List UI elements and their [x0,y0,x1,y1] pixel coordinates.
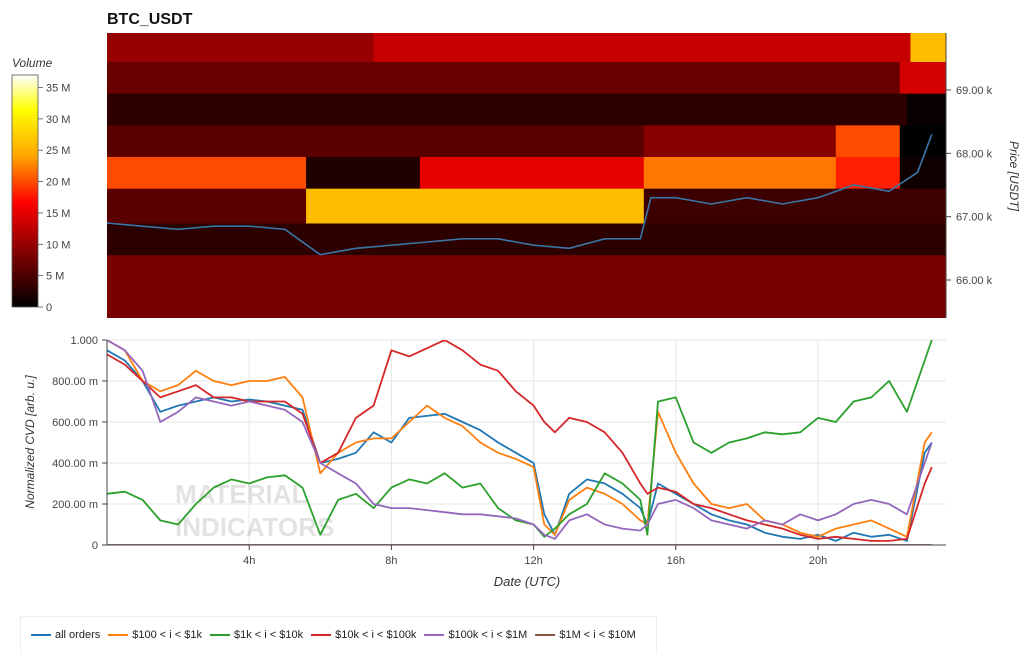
colorbar-tick-label: 0 [46,302,52,314]
cvd-series-line [107,340,933,538]
heatmap-cell [107,93,908,126]
cvd-x-ticks: 4h 8h 12h 16h 20h [243,545,827,567]
cvd-x-tick-label: 16h [667,555,685,567]
colorbar: Volume 0 5 M 10 M 15 M 20 M 25 M 30 M 35 M [11,56,70,314]
heatmap-cell [373,33,911,62]
colorbar-tick-label: 25 M [46,145,70,157]
colorbar-tick-label: 15 M [46,208,70,220]
heatmap-cell [306,188,645,224]
legend-swatch [31,634,51,636]
legend-item[interactable]: $100 < i < $1k [108,629,202,641]
cvd-y-tick-label: 200.00 m [52,499,98,511]
heatmap-cell [906,93,946,126]
heatmap-cell [419,156,645,189]
legend-swatch [424,634,445,636]
price-axis-ticks: 66.00 k 67.00 k 68.00 k 69.00 k [946,85,993,287]
heatmap-cell [643,188,946,224]
colorbar-title: Volume [12,56,53,70]
colorbar-tick-label: 35 M [46,83,70,95]
legend-item[interactable]: $1k < i < $10k [209,629,304,641]
legend-item[interactable]: $100k < i < $1M [424,629,527,641]
cvd-y-tick-label: 400.00 m [52,458,98,470]
heatmap-cells [107,33,946,318]
legend-row: all orders $100 < i < $1k $1k < i < $10k $1… [31,629,636,641]
heatmap-cell [835,124,901,157]
legend-item[interactable]: all orders [31,629,100,641]
cvd-x-axis-label: Date (UTC) [494,574,560,589]
heatmap-title: BTC_USDT [107,11,193,28]
cvd-y-tick-label: 0 [92,540,98,552]
cvd-x-tick-label: 4h [243,555,255,567]
cvd-plot-area [107,340,946,545]
price-tick-label: 66.00 k [956,275,993,287]
heatmap-cell [306,156,421,189]
legend-label: $100k < i < $1M [448,629,528,641]
heatmap-cell [899,124,946,157]
cvd-x-tick-label: 8h [385,555,397,567]
legend-label: all orders [55,629,101,641]
cvd-y-axis-label: Normalized CVD [arb. u.] [23,375,37,509]
price-tick-label: 67.00 k [956,212,993,224]
legend-swatch [311,634,332,636]
heatmap-cell [643,124,837,157]
legend-swatch [535,634,556,636]
legend-label: $1k < i < $10k [233,629,304,641]
colorbar-ticks: 0 5 M 10 M 15 M 20 M 25 M 30 M 35 M [38,83,70,314]
legend-swatch [108,634,129,636]
price-line [107,134,933,256]
colorbar-tick-label: 30 M [46,114,70,126]
heatmap-cell [107,156,307,189]
legend-swatch [209,634,230,636]
heatmap-cell [835,156,901,189]
cvd-y-tick-label: 600.00 m [52,417,98,429]
colorbar-tick-label: 5 M [46,271,64,283]
colorbar-gradient [11,74,39,308]
cvd-series-lines [107,340,933,545]
heatmap-cell [107,254,946,318]
cvd-x-tick-label: 12h [524,555,542,567]
heatmap-cell [107,223,946,256]
heatmap-cell [899,61,946,94]
cvd-plot: MATERIAL INDICATORS 4h 8h 12h 16h 20h 0200.0… [23,335,946,589]
cvd-y-ticks: 0 200.00 m 400.00 m 600.00 m 800.00 m 1.000 [52,335,107,552]
colorbar-tick-label: 10 M [46,239,70,251]
cvd-series-line [107,340,933,540]
cvd-y-tick-label: 1.000 [70,335,98,347]
legend-item[interactable]: $10k < i < $100k [311,629,416,641]
price-tick-label: 68.00 k [956,148,993,160]
heatmap-cell [899,156,946,189]
heatmap-cell [107,124,645,157]
legend: all orders $100 < i < $1k $1k < i < $10k $1… [20,616,657,654]
price-tick-label: 69.00 k [956,85,993,97]
heatmap-cell [910,33,946,62]
heatmap-cell [107,188,307,224]
legend-label: $1M < i < $10M [559,629,636,641]
heatmap-cell [107,33,375,62]
legend-item[interactable]: $1M < i < $10M [535,629,636,641]
cvd-y-tick-label: 800.00 m [52,376,98,388]
colorbar-tick-label: 20 M [46,177,70,189]
legend-label: $10k < i < $100k [335,629,417,641]
heatmap-cell [643,156,837,189]
cvd-series-line [107,349,933,542]
price-axis-label: Price [USDT] [1007,141,1020,212]
heatmap-plot: 66.00 k 67.00 k 68.00 k 69.00 k Price [USDT… [107,33,1020,318]
watermark-line-2: INDICATORS [175,512,334,542]
cvd-x-tick-label: 20h [809,555,827,567]
heatmap-cell [107,61,901,94]
legend-label: $100 < i < $1k [132,629,202,641]
